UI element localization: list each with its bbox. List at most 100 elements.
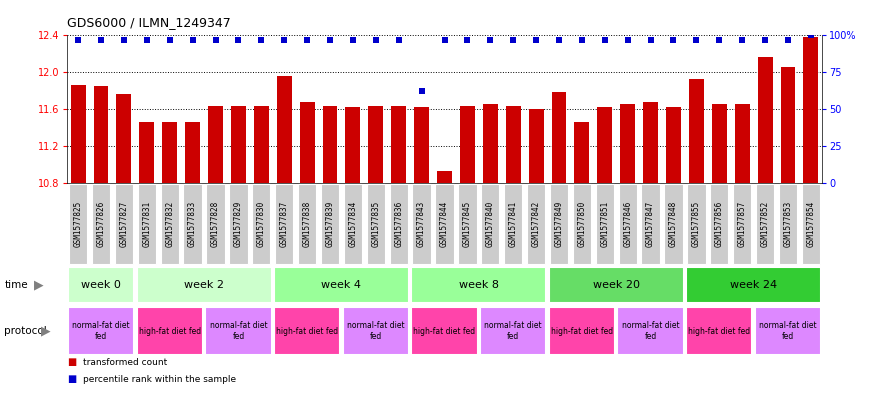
Text: GSM1577839: GSM1577839 — [325, 201, 334, 247]
Bar — [137, 307, 203, 355]
Text: GSM1577857: GSM1577857 — [738, 201, 747, 247]
Bar — [298, 184, 316, 264]
Text: GDS6000 / ILMN_1249347: GDS6000 / ILMN_1249347 — [67, 17, 230, 29]
Bar — [412, 267, 547, 303]
Bar — [275, 184, 293, 264]
Text: week 24: week 24 — [730, 280, 777, 290]
Text: GSM1577828: GSM1577828 — [211, 201, 220, 247]
Text: ▶: ▶ — [34, 278, 44, 292]
Bar — [574, 122, 589, 183]
Bar — [480, 307, 547, 355]
Text: GSM1577838: GSM1577838 — [302, 201, 312, 247]
Bar — [344, 184, 362, 264]
Text: week 4: week 4 — [322, 280, 362, 290]
Bar — [506, 106, 521, 183]
Text: protocol: protocol — [4, 326, 47, 336]
Bar — [71, 85, 85, 183]
Text: ■: ■ — [67, 375, 76, 384]
Bar — [686, 307, 752, 355]
Text: normal-fat diet
fed: normal-fat diet fed — [347, 321, 404, 341]
Text: high-fat diet fed: high-fat diet fed — [413, 327, 476, 336]
Text: GSM1577842: GSM1577842 — [532, 201, 541, 247]
Bar — [68, 307, 134, 355]
Text: GSM1577845: GSM1577845 — [463, 201, 472, 247]
Text: GSM1577841: GSM1577841 — [509, 201, 517, 247]
Text: high-fat diet fed: high-fat diet fed — [688, 327, 750, 336]
Bar — [437, 171, 452, 183]
Bar — [183, 184, 202, 264]
Bar — [483, 105, 498, 183]
Bar — [68, 267, 134, 303]
Bar — [666, 107, 681, 183]
Text: GSM1577833: GSM1577833 — [188, 201, 197, 247]
Bar — [254, 106, 268, 183]
Bar — [208, 106, 223, 183]
Bar — [69, 184, 87, 264]
Bar — [276, 76, 292, 183]
Bar — [712, 105, 726, 183]
Text: GSM1577837: GSM1577837 — [280, 201, 289, 247]
Text: week 20: week 20 — [593, 280, 640, 290]
Bar — [252, 184, 270, 264]
Bar — [115, 184, 133, 264]
Bar — [138, 184, 156, 264]
Text: GSM1577829: GSM1577829 — [234, 201, 243, 247]
Bar — [756, 184, 774, 264]
Bar — [366, 184, 385, 264]
Bar — [460, 106, 475, 183]
Text: GSM1577832: GSM1577832 — [165, 201, 174, 247]
Bar — [549, 184, 568, 264]
Bar — [755, 307, 821, 355]
Text: GSM1577831: GSM1577831 — [142, 201, 151, 247]
Text: GSM1577846: GSM1577846 — [623, 201, 632, 247]
Text: GSM1577835: GSM1577835 — [372, 201, 380, 247]
Bar — [573, 184, 591, 264]
Bar — [412, 307, 477, 355]
Bar — [229, 184, 247, 264]
Text: GSM1577854: GSM1577854 — [806, 201, 815, 247]
Text: GSM1577849: GSM1577849 — [555, 201, 564, 247]
Bar — [140, 122, 155, 183]
Text: GSM1577852: GSM1577852 — [761, 201, 770, 247]
Bar — [551, 92, 566, 183]
Bar — [93, 86, 108, 183]
Bar — [549, 267, 684, 303]
Text: GSM1577827: GSM1577827 — [119, 201, 128, 247]
Bar — [231, 106, 246, 183]
Text: GSM1577851: GSM1577851 — [600, 201, 609, 247]
Text: normal-fat diet
fed: normal-fat diet fed — [485, 321, 542, 341]
Text: week 0: week 0 — [81, 280, 121, 290]
Text: normal-fat diet
fed: normal-fat diet fed — [72, 321, 130, 341]
Bar — [597, 107, 613, 183]
Bar — [205, 307, 272, 355]
Bar — [664, 184, 683, 264]
Bar — [436, 184, 453, 264]
Text: week 8: week 8 — [459, 280, 499, 290]
Text: GSM1577843: GSM1577843 — [417, 201, 426, 247]
Bar — [389, 184, 408, 264]
Bar — [504, 184, 523, 264]
Bar — [549, 307, 615, 355]
Bar — [596, 184, 614, 264]
Bar — [321, 184, 340, 264]
Bar — [185, 122, 200, 183]
Text: GSM1577855: GSM1577855 — [692, 201, 701, 247]
Bar — [689, 79, 704, 183]
Bar — [161, 184, 179, 264]
Text: week 2: week 2 — [184, 280, 224, 290]
Text: GSM1577850: GSM1577850 — [577, 201, 587, 247]
Text: GSM1577853: GSM1577853 — [783, 201, 792, 247]
Bar — [733, 184, 751, 264]
Text: GSM1577844: GSM1577844 — [440, 201, 449, 247]
Text: transformed count: transformed count — [83, 358, 167, 367]
Bar — [323, 106, 338, 183]
Text: GSM1577825: GSM1577825 — [74, 201, 83, 247]
Bar — [137, 267, 272, 303]
Bar — [391, 106, 406, 183]
Bar — [342, 307, 409, 355]
Text: GSM1577856: GSM1577856 — [715, 201, 724, 247]
Text: ■: ■ — [67, 357, 76, 367]
Bar — [643, 102, 658, 183]
Bar — [414, 107, 429, 183]
Bar — [617, 307, 684, 355]
